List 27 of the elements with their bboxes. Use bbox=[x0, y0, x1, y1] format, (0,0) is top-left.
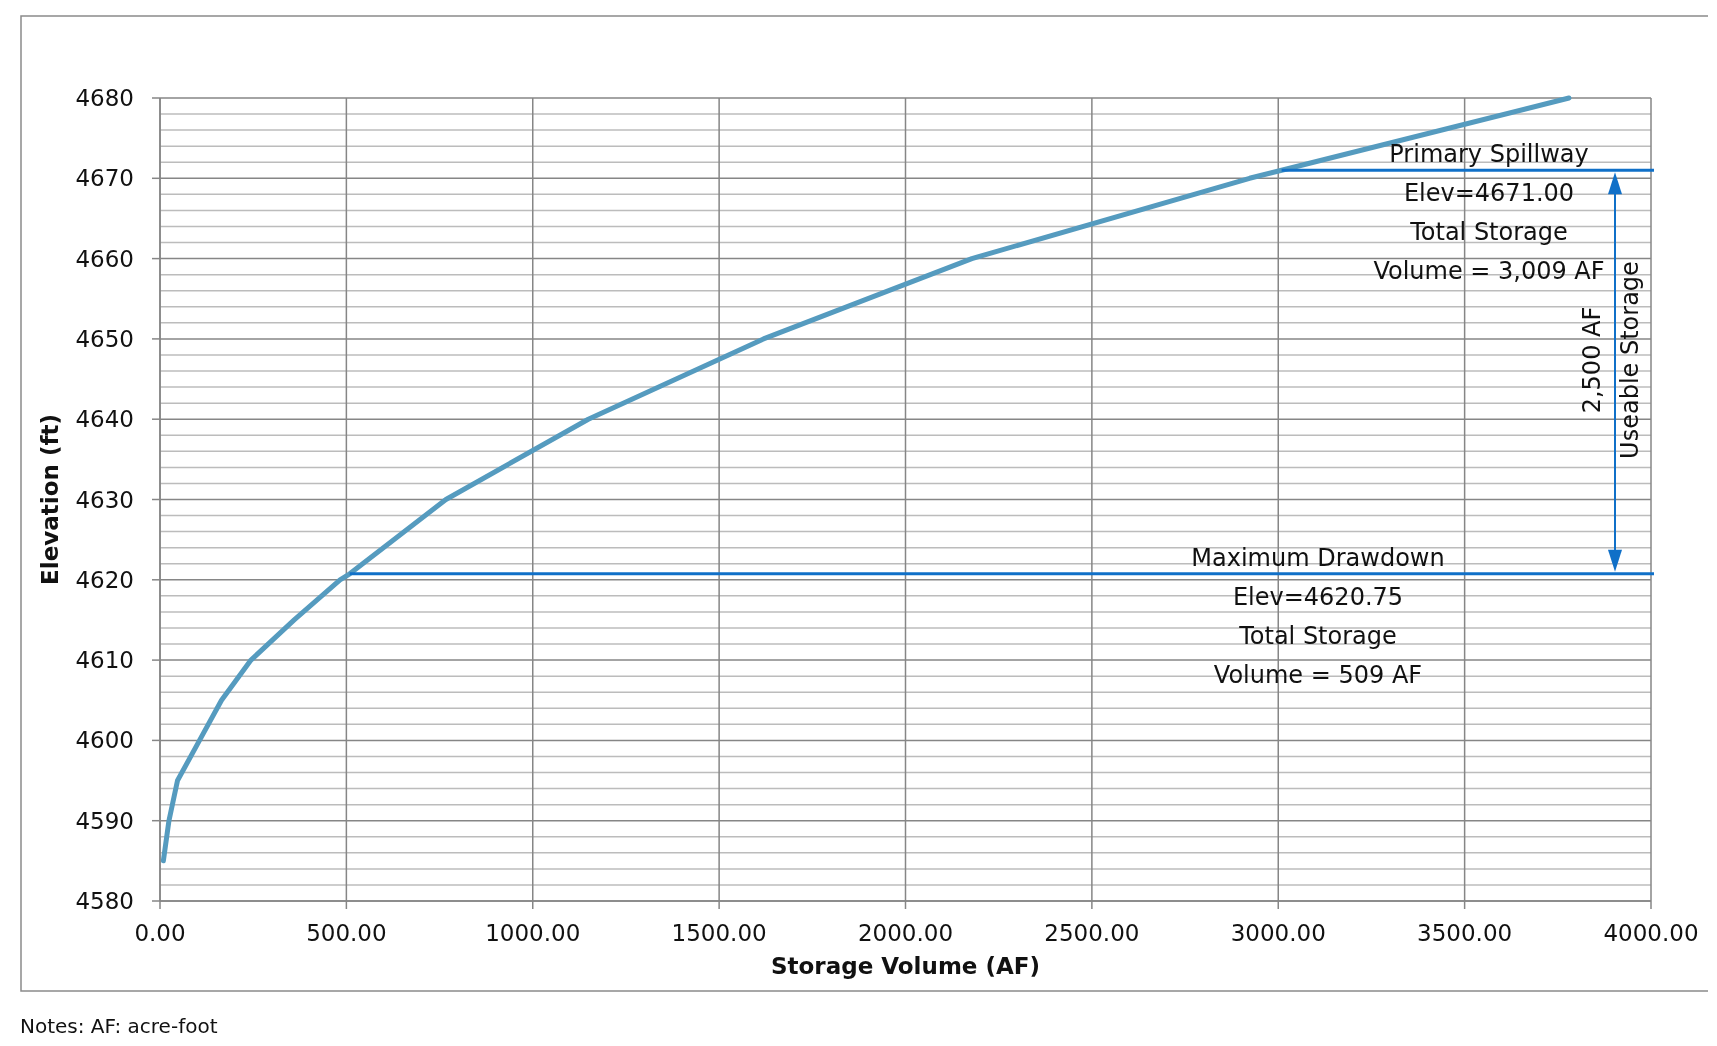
y-axis-title: Elevation (ft) bbox=[37, 414, 63, 585]
y-tick-label: 4650 bbox=[75, 325, 134, 352]
ref-line-label: Primary Spillway Elev=4671.00 Total Storage Volume = 3,009 AF bbox=[1373, 140, 1605, 286]
y-tick-label: 4640 bbox=[75, 406, 134, 433]
x-tick-label: 2000.00 bbox=[857, 920, 954, 946]
x-tick-label: 500.00 bbox=[306, 920, 387, 946]
ref-line-label: Maximum Drawdown Elev=4620.75 Total Storage Volume = 509 AF bbox=[1191, 543, 1445, 689]
y-tick-label: 4590 bbox=[75, 807, 134, 834]
y-tick-label: 4670 bbox=[75, 165, 134, 192]
x-tick-label: 1500.00 bbox=[671, 920, 767, 946]
x-tick-label: 4000.00 bbox=[1603, 920, 1699, 946]
y-tick-label: 4600 bbox=[75, 727, 134, 754]
y-tick-label: 4660 bbox=[75, 245, 134, 272]
text: Notes: AF: acre-foot bbox=[20, 1014, 218, 1038]
y-tick-label: 4680 bbox=[75, 85, 134, 111]
annotation: 2,500 AF bbox=[1578, 306, 1606, 414]
x-axis-title: Storage Volume (AF) bbox=[770, 953, 1041, 979]
x-tick-label: 0.00 bbox=[134, 920, 186, 946]
x-tick-label: 3000.00 bbox=[1230, 920, 1326, 946]
y-tick-label: 4630 bbox=[75, 486, 134, 513]
x-tick-label: 1000.00 bbox=[485, 920, 581, 946]
x-tick-label: 3500.00 bbox=[1417, 920, 1513, 946]
y-tick-label: 4620 bbox=[75, 566, 134, 593]
annotation: Useable Storage bbox=[1616, 261, 1644, 459]
y-tick-label: 4580 bbox=[75, 888, 134, 914]
y-tick-label: 4610 bbox=[75, 647, 134, 674]
x-tick-label: 2500.00 bbox=[1044, 920, 1140, 946]
